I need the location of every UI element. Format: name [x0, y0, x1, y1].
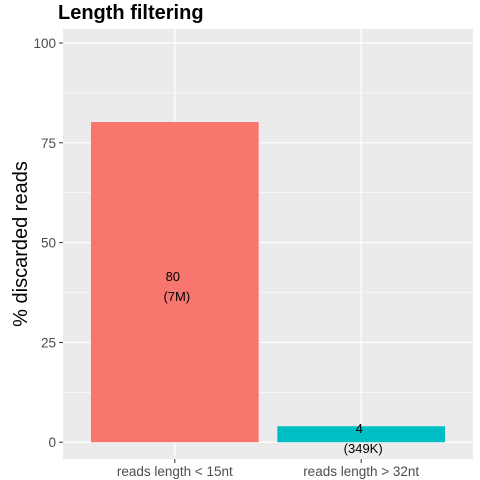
- data-label-count: (349K): [344, 441, 383, 456]
- y-tick-label: 75: [41, 136, 56, 151]
- data-label-value: 4: [356, 421, 363, 436]
- y-tick-label: 25: [41, 335, 56, 350]
- y-tick-label: 0: [48, 435, 56, 450]
- y-axis-label: % discarded reads: [10, 161, 32, 327]
- y-tick-label: 100: [33, 36, 56, 51]
- x-tick-label: reads length < 15nt: [117, 464, 233, 479]
- bar-1: [90, 122, 259, 443]
- data-label-count: (7M): [163, 289, 190, 304]
- y-tick-label: 50: [41, 236, 56, 251]
- data-label-value: 80: [166, 269, 180, 284]
- x-tick-label: reads length > 32nt: [303, 464, 419, 479]
- chart-title: Length filtering: [58, 2, 204, 24]
- bar-2: [277, 426, 446, 443]
